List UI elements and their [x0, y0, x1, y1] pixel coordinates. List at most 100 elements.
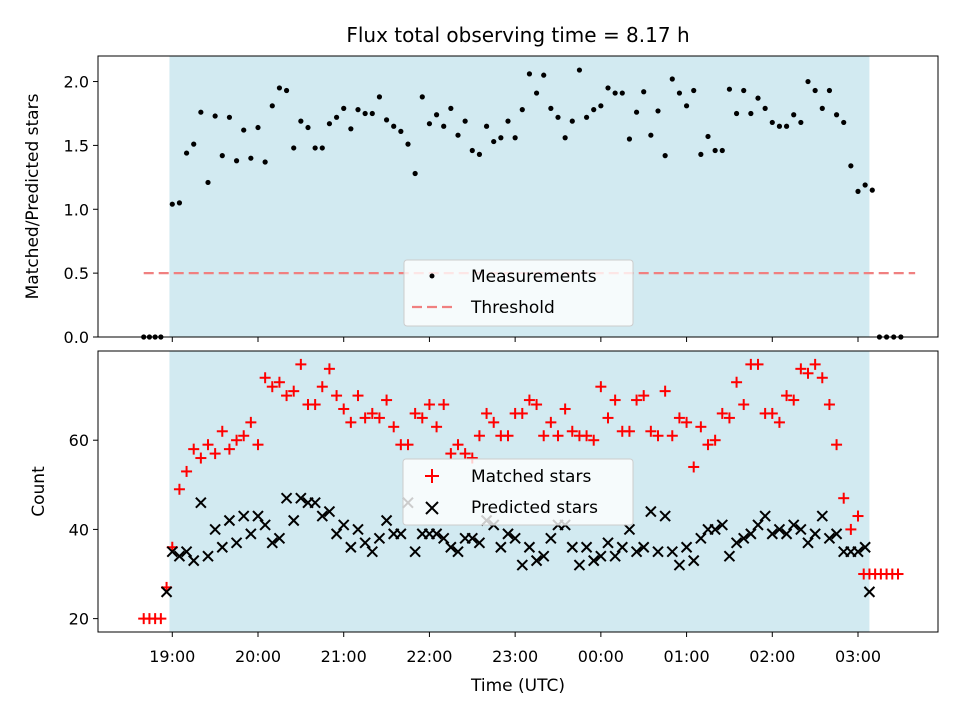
bottom-y-tick-label: 20 [69, 610, 89, 629]
matched-star-point [609, 394, 621, 406]
predicted-star-point [566, 541, 578, 553]
predicted-star-point [830, 528, 843, 540]
predicted-star-point [259, 519, 271, 531]
matched-star-point [231, 434, 243, 446]
measurement-point [512, 135, 518, 141]
measurement-point [391, 123, 397, 129]
predicted-star-point [273, 532, 286, 545]
measurement-point [333, 114, 340, 120]
predicted-star-point [759, 510, 771, 522]
matched-star-point [402, 439, 414, 451]
matched-star-point [645, 425, 657, 437]
predicted-star-point [609, 550, 621, 562]
matched-star-point [266, 381, 278, 393]
matched-star-point [816, 372, 828, 384]
measurement-point [562, 135, 568, 141]
measurement-point [605, 85, 611, 91]
predicted-star-point [166, 546, 178, 558]
predicted-star-point [188, 554, 200, 567]
predicted-star-point [766, 528, 778, 540]
measurement-point [348, 126, 354, 132]
predicted-star-point [788, 519, 800, 531]
measurement-point [676, 90, 683, 96]
measurement-point [862, 182, 868, 188]
bottom-panel: 20 40 60 19:00 20:00 21:00 22:00 23:00 00:00 01:… [29, 350, 939, 696]
predicted-star-point [645, 505, 657, 518]
predicted-star-point [195, 496, 207, 509]
measurement-point [233, 158, 240, 164]
predicted-star-point [309, 496, 321, 509]
measurement-point [283, 87, 290, 94]
measurement-point [248, 155, 254, 161]
matched-star-point [359, 412, 371, 424]
predicted-star-point [545, 532, 557, 545]
predicted-star-point [738, 532, 750, 545]
predicted-star-point [709, 523, 721, 536]
matched-star-point [323, 363, 335, 375]
measurement-point [741, 87, 747, 94]
measurement-point [362, 110, 368, 117]
matched-star-point [181, 465, 193, 477]
legend-measurements-marker [429, 273, 435, 279]
matched-star-point [823, 399, 835, 411]
measurement-point [405, 141, 411, 147]
matched-star-point [673, 412, 685, 424]
measurement-point [269, 103, 275, 109]
matched-star-point [452, 439, 464, 451]
legend-matched-label: Matched stars [471, 467, 591, 487]
measurement-point [462, 118, 468, 124]
measurement-point [219, 153, 225, 159]
matched-star-point [295, 358, 307, 370]
measurement-point [662, 153, 668, 159]
measurement-point [612, 90, 618, 96]
measurement-point [648, 132, 654, 138]
matched-star-point [545, 416, 557, 428]
measurement-point [655, 108, 661, 114]
measurement-point [591, 107, 597, 113]
predicted-star-point [659, 510, 671, 522]
measurement-point [619, 90, 625, 96]
predicted-star-point [630, 546, 643, 558]
predicted-star-point [852, 546, 864, 558]
bottom-y-tick-label: 60 [69, 431, 89, 450]
measurement-point [812, 87, 818, 94]
matched-star-point [488, 416, 500, 428]
bottom-x-tick-label: 00:00 [578, 647, 624, 666]
bottom-x-tick-label: 22:00 [406, 647, 452, 666]
matched-star-point [352, 390, 364, 402]
predicted-star-point [816, 510, 828, 522]
measurement-point [726, 86, 733, 92]
predicted-star-point [373, 532, 386, 545]
measurement-point [369, 110, 375, 117]
matched-star-point [788, 394, 800, 406]
top-y-tick-label: 1.5 [64, 136, 89, 155]
predicted-star-point [802, 537, 814, 549]
measurement-point [548, 105, 554, 111]
measurement-point [669, 76, 675, 82]
bottom-axes-frame [97, 350, 939, 633]
predicted-star-point [823, 532, 836, 545]
bottom-y-axis-label: Count [29, 466, 49, 517]
measurement-point [169, 201, 175, 207]
measurement-point [769, 119, 775, 126]
matched-star-point [238, 430, 250, 442]
predicted-star-point [430, 528, 443, 540]
predicted-star-point [252, 510, 264, 522]
measurement-point [176, 200, 183, 206]
measurement-point [869, 187, 875, 193]
bottom-y-axis: 20 40 60 [69, 431, 98, 629]
measurement-point [791, 112, 797, 118]
measurement-point [398, 128, 404, 134]
predicted-star-point [588, 554, 600, 567]
predicted-star-point [573, 559, 586, 571]
matched-star-point [781, 390, 793, 402]
matched-star-point [623, 425, 635, 437]
predicted-star-point [723, 550, 736, 562]
matched-star-point [723, 412, 735, 424]
predicted-star-point [473, 537, 486, 549]
predicted-star-point [773, 523, 786, 536]
top-y-axis-label: Matched/Predicted stars [23, 93, 43, 299]
predicted-star-point [323, 505, 336, 518]
predicted-star-point [395, 528, 407, 540]
measurements-series [141, 67, 904, 340]
